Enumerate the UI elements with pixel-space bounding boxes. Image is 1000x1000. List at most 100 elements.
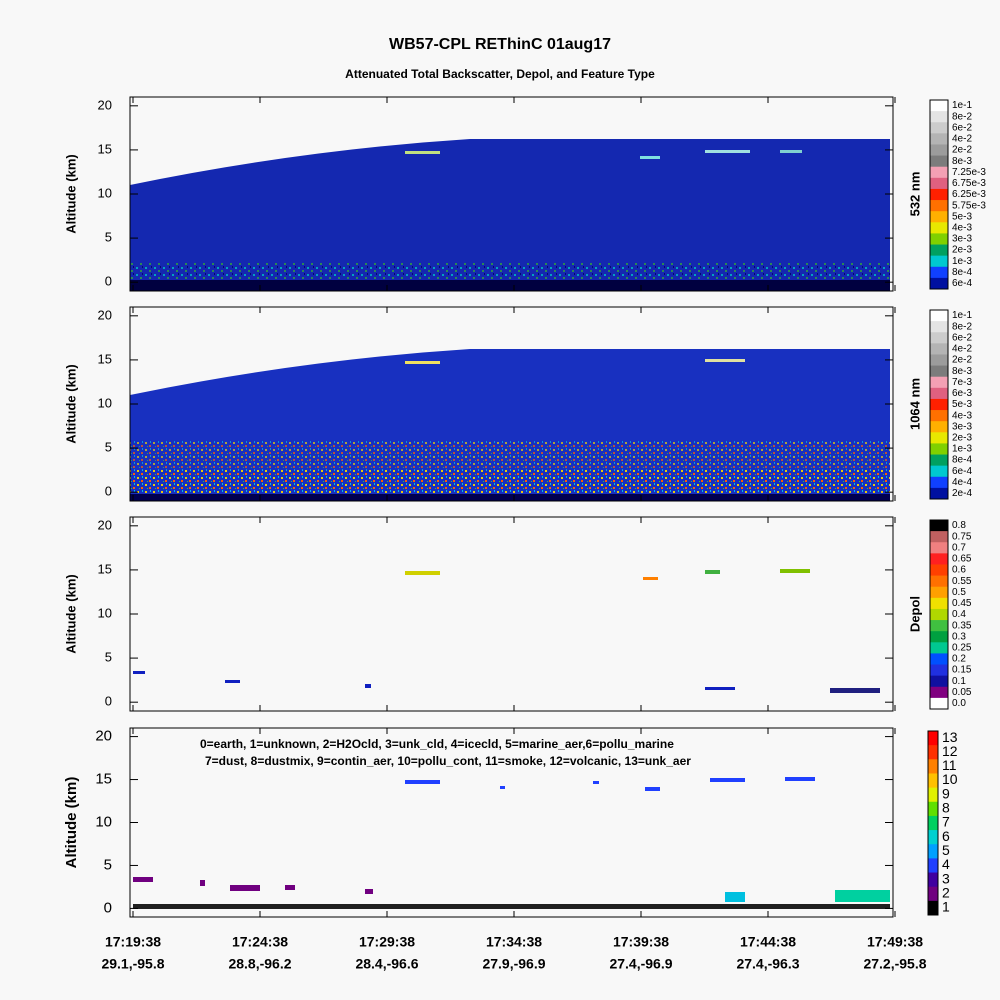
- y-tick-label: 15: [98, 141, 112, 156]
- colorbar-label: 8e-3: [952, 156, 972, 167]
- x-tick-location: 27.2,-95.8: [863, 956, 926, 972]
- colorbar-label: 0.65: [952, 554, 972, 565]
- y-tick-label: 15: [95, 771, 112, 788]
- y-axis-label: Altitude (km): [63, 364, 78, 443]
- colorbar-label: 0.2: [952, 654, 966, 665]
- colorbar-segment: [930, 343, 948, 355]
- y-tick-label: 20: [98, 517, 112, 532]
- plot-frame: [129, 516, 894, 712]
- colorbar-segment: [928, 787, 938, 803]
- colorbar-label: 3: [942, 870, 950, 886]
- curtain-1064: [130, 349, 890, 501]
- y-tick-label: 10: [98, 605, 112, 620]
- colorbar-segment: [928, 830, 938, 845]
- colorbar-segment: [930, 542, 948, 554]
- colorbar-segment: [930, 100, 948, 112]
- colorbar-frame: [927, 730, 939, 916]
- colorbar-label: 2: [942, 884, 950, 900]
- colorbar-label: 4e-2: [952, 134, 972, 145]
- colorbar-label: 9: [942, 785, 950, 801]
- depol-features: [133, 569, 880, 693]
- colorbar-label: 6: [942, 828, 950, 844]
- colorbar-label: 13: [942, 729, 958, 745]
- colorbar-label: 0.3: [952, 631, 966, 642]
- x-tick-location: 28.4,-96.6: [355, 956, 418, 972]
- colorbar-segment: [930, 664, 948, 677]
- colorbar-segment: [928, 815, 938, 831]
- colorbar-label: 6e-2: [952, 122, 972, 133]
- colorbar-segment: [930, 365, 948, 378]
- colorbar-label: 8e-4: [952, 455, 972, 466]
- y-tick-label: 20: [98, 97, 112, 112]
- y-axis-label: Altitude (km): [63, 154, 78, 233]
- colorbar-segment: [930, 586, 948, 599]
- colorbar-segment: [930, 531, 948, 543]
- y-tick-label: 10: [98, 395, 112, 410]
- x-tick-time: 17:29:38: [359, 934, 415, 950]
- colorbar-segment: [930, 697, 948, 710]
- colorbar-label: 0.0: [952, 698, 966, 709]
- colorbar-label: 4e-4: [952, 477, 972, 488]
- colorbar-label: 0.05: [952, 687, 972, 698]
- colorbar-label: 0.8: [952, 520, 966, 531]
- colorbar-label: 0.45: [952, 598, 972, 609]
- y-tick-label: 0: [105, 484, 112, 499]
- x-tick-location: 27.9,-96.9: [482, 956, 545, 972]
- colorbar-label: 8e-2: [952, 321, 972, 332]
- colorbar-label: 0.15: [952, 665, 972, 676]
- colorbar-label: 8e-3: [952, 366, 972, 377]
- colorbar-label: 0.6: [952, 565, 966, 576]
- colorbar-label: 0.1: [952, 676, 966, 687]
- colorbar-segment: [930, 233, 948, 246]
- colorbar-frame: [929, 309, 949, 500]
- colorbar-segment: [928, 731, 938, 746]
- y-axis-label: Altitude (km): [63, 574, 78, 653]
- colorbar-segment: [930, 564, 948, 577]
- colorbar-segment: [930, 211, 948, 223]
- colorbar-segment: [930, 597, 948, 610]
- title: WB57-CPL REThinC 01aug17: [389, 36, 611, 53]
- colorbar-label: 5e-3: [952, 211, 972, 222]
- colorbar-label: 11: [942, 757, 957, 773]
- colorbar-segment: [928, 801, 938, 817]
- colorbar-segment: [930, 454, 948, 467]
- colorbar-label: 6.75e-3: [952, 178, 986, 189]
- colorbar-label: 1: [942, 899, 950, 915]
- colorbar-label: 3e-3: [952, 234, 972, 245]
- colorbar-segment: [930, 410, 948, 422]
- colorbar-segment: [930, 155, 948, 168]
- colorbar-segment: [930, 166, 948, 179]
- y-tick-label: 0: [105, 274, 112, 289]
- colorbar-segment: [928, 773, 938, 789]
- y-tick-label: 5: [105, 230, 112, 245]
- curtain-532: [130, 139, 890, 291]
- colorbar-label: 7e-3: [952, 377, 972, 388]
- colorbar-label: 6e-3: [952, 388, 972, 399]
- colorbar-label: 4e-3: [952, 410, 972, 421]
- y-tick-label: 0: [104, 899, 112, 916]
- colorbar-label: 4e-2: [952, 344, 972, 355]
- colorbar-frame: [929, 519, 949, 710]
- colorbar-segment: [928, 886, 938, 902]
- colorbar-title: 532 nm: [907, 172, 922, 217]
- colorbar-label: 2e-2: [952, 355, 972, 366]
- colorbar-segment: [930, 553, 948, 565]
- colorbar-title: 1064 nm: [907, 378, 922, 430]
- colorbar-label: 0.25: [952, 642, 972, 653]
- colorbar-label: 1e-1: [952, 100, 972, 111]
- colorbar-label: 0.55: [952, 576, 972, 587]
- colorbar-segment: [930, 476, 948, 489]
- colorbar-label: 7: [942, 814, 950, 830]
- colorbar-segment: [930, 376, 948, 389]
- colorbar-segment: [930, 520, 948, 532]
- colorbar-segment: [930, 465, 948, 478]
- x-tick-time: 17:24:38: [232, 934, 288, 950]
- colorbar-segment: [930, 487, 948, 500]
- colorbar-segment: [930, 177, 948, 190]
- colorbar-label: 4e-3: [952, 222, 972, 233]
- colorbar-segment: [928, 745, 938, 760]
- subtitle: Attenuated Total Backscatter, Depol, and…: [345, 67, 655, 81]
- colorbar-segment: [930, 188, 948, 201]
- colorbar-label: 6e-4: [952, 278, 972, 289]
